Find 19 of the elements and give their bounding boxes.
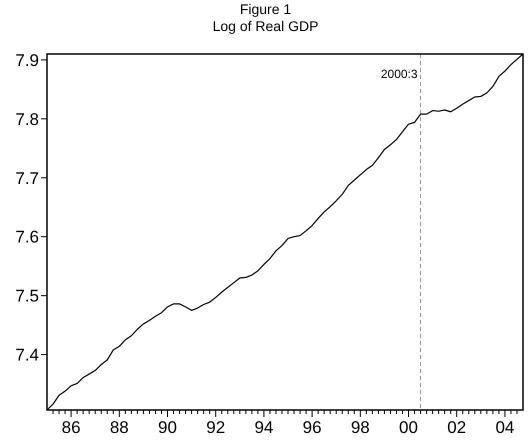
y-tick-label: 7.9 (15, 50, 39, 70)
x-tick-label: 88 (110, 418, 129, 437)
y-tick-label: 7.6 (15, 228, 39, 247)
x-tick-label: 04 (495, 418, 514, 437)
x-tick-label: 00 (399, 418, 418, 437)
chart-subtitle: Log of Real GDP (212, 18, 318, 34)
y-tick-label: 7.5 (15, 286, 39, 306)
x-tick-label: 02 (447, 418, 466, 437)
x-tick-label: 96 (302, 418, 322, 437)
x-tick-label: 94 (254, 418, 274, 437)
x-tick-label: 90 (158, 418, 177, 437)
chart-title: Figure 1 (240, 1, 292, 17)
x-tick-label: 92 (206, 418, 226, 437)
y-tick-label: 7.8 (15, 110, 39, 129)
y-tick-label: 7.4 (15, 346, 39, 365)
x-tick-label: 86 (62, 418, 81, 437)
y-tick-label: 7.7 (15, 168, 39, 188)
ref-line-label: 2000:3 (380, 67, 418, 81)
x-tick-label: 98 (350, 418, 370, 437)
